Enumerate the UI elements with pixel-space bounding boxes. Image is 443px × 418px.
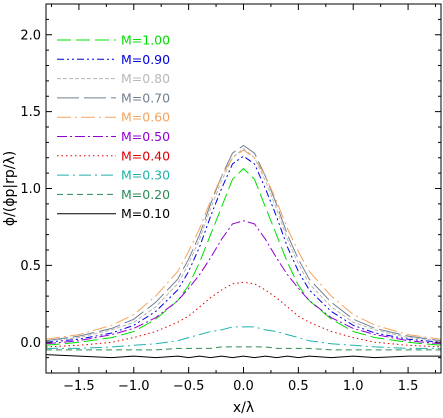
y-tick-label: 1.0 [20, 182, 41, 197]
series-line-8 [46, 346, 441, 351]
series-line-3 [46, 144, 441, 342]
y-axis-label: ϕ/(ϕp|rp/λ) [2, 151, 18, 226]
series-line-1 [46, 155, 441, 343]
legend-label: M=0.60 [121, 110, 170, 125]
legend-label: M=0.20 [121, 187, 170, 202]
y-tick-label: 0.5 [20, 259, 41, 274]
legend-label: M=0.80 [121, 71, 170, 86]
series-line-4 [46, 149, 441, 340]
series-line-0 [46, 167, 441, 346]
y-tick-label: 0.0 [20, 336, 41, 351]
legend-label: M=0.90 [121, 52, 170, 67]
ticks-layer: −1.5 −1.0 −0.5 0.0 0.5 1.0 1.5 0.0 0.5 1.0 1.5 2.0 [20, 4, 441, 394]
x-tick-label: 1.0 [343, 379, 364, 394]
series-layer [46, 144, 441, 359]
legend-label: M=0.40 [121, 148, 170, 163]
x-tick-label: 0.5 [288, 379, 309, 394]
legend-label: M=1.00 [121, 33, 170, 48]
x-tick-label: −1.5 [63, 379, 95, 394]
y-tick-label: 2.0 [20, 28, 41, 43]
x-tick-label: −0.5 [173, 379, 205, 394]
legend-label: M=0.30 [121, 168, 170, 183]
series-line-7 [46, 326, 441, 349]
x-tick-label: 1.5 [398, 379, 419, 394]
legend-label: M=0.50 [121, 129, 170, 144]
legend-label: M=0.70 [121, 90, 170, 105]
x-axis-label: x/λ [233, 400, 254, 416]
series-line-5 [46, 220, 441, 345]
x-tick-label: 0.0 [233, 379, 254, 394]
y-tick-label: 1.5 [20, 105, 41, 120]
plot-frame [45, 3, 442, 374]
series-line-9 [46, 354, 441, 359]
x-tick-label: −1.0 [118, 379, 150, 394]
legend: M=1.00 M=0.90 M=0.80 M=0.70 M=0.60 M=0.50 M=0.… [57, 33, 170, 221]
legend-label: M=0.10 [121, 206, 170, 221]
series-line-6 [46, 281, 441, 348]
series-line-2 [46, 147, 441, 342]
